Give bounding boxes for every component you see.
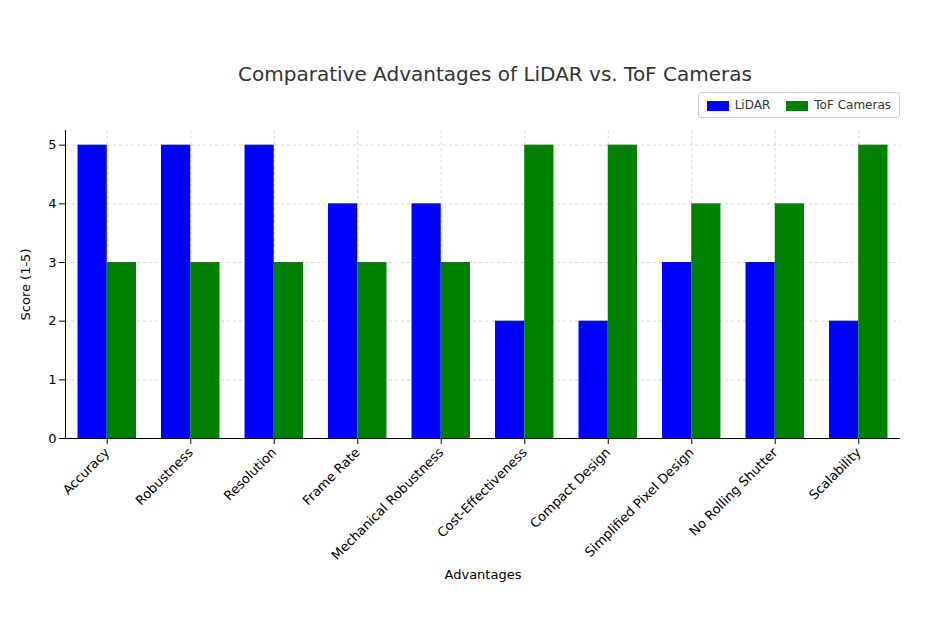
svg-text:Robustness: Robustness [132,445,195,508]
svg-text:1: 1 [48,372,56,387]
html-text:Comparative Advantages of LiDA: Comparative Advantages of LiDAR vs. ToF … [238,62,752,86]
svg-text:Frame Rate: Frame Rate [300,445,363,508]
svg-text:Resolution: Resolution [221,445,280,504]
svg-text:Scalability: Scalability [806,445,864,503]
svg-text:0: 0 [48,431,56,446]
svg-text:5: 5 [48,137,56,152]
svg-text:Simplified Pixel Design: Simplified Pixel Design [582,445,697,560]
svg-text:Accuracy: Accuracy [60,445,113,498]
svg-text:No Rolling Shutter: No Rolling Shutter [686,444,780,538]
html-text:ToF Cameras: ToF Cameras [814,98,891,112]
svg-text:2: 2 [48,313,56,328]
svg-text:Score (1-5): Score (1-5) [18,249,33,321]
svg-text:4: 4 [48,196,56,211]
svg-text:Mechanical Robustness: Mechanical Robustness [328,445,446,563]
svg-text:Cost-Effectiveness: Cost-Effectiveness [434,445,530,541]
html-text:LiDAR: LiDAR [734,98,771,112]
svg-text:Advantages: Advantages [445,567,522,582]
svg-text:Compact Design: Compact Design [527,445,613,531]
svg-text:3: 3 [48,255,56,270]
